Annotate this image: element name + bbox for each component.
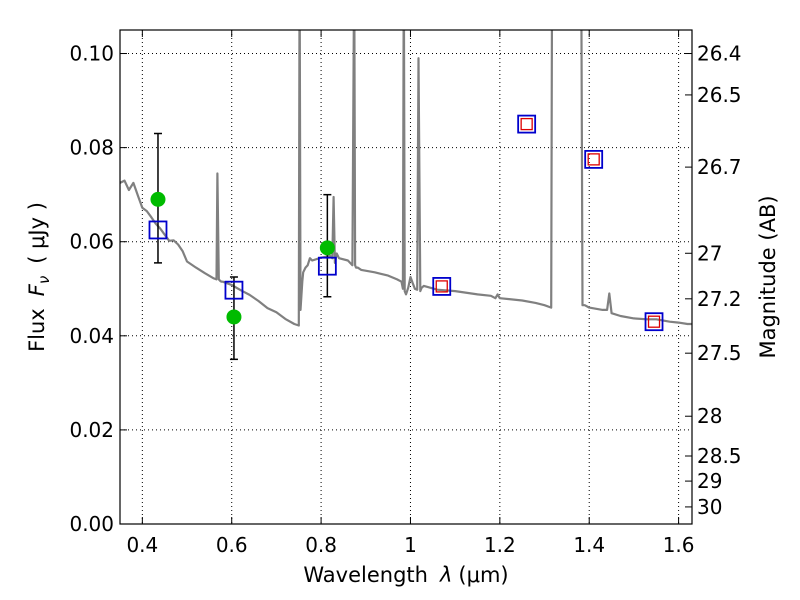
observed-point <box>150 191 166 207</box>
x-axis-label-symbol: λ <box>439 563 452 587</box>
y2-tick-label: 27 <box>697 241 722 265</box>
y-axis-label: Flux Fν ( μJy ) <box>25 202 53 352</box>
x-tick-label: 0.6 <box>216 533 248 557</box>
sed-model-line <box>120 30 692 327</box>
y2-tick-label: 29 <box>697 469 722 493</box>
y-tick-label: 0.00 <box>69 512 114 536</box>
y2-tick-label: 26.5 <box>697 83 742 107</box>
ticks: 0.4 0.6 0.8 1 1.2 1.4 1.6 0.00 0.02 0.04 0.06 0.08 0… <box>69 30 742 557</box>
y2-tick-label: 26.7 <box>697 155 742 179</box>
y2-tick-label: 28.5 <box>697 444 742 468</box>
y2-tick-label: 28 <box>697 404 722 428</box>
y-axis-label-symbol: F <box>25 283 49 296</box>
y-axis-label-prefix: Flux <box>25 308 49 352</box>
model-flux-square-red <box>647 315 661 328</box>
x-tick-label: 0.8 <box>305 533 337 557</box>
y-tick-label: 0.04 <box>69 324 114 348</box>
x-tick-label: 1 <box>404 533 417 557</box>
model-flux-square-blue <box>148 220 168 240</box>
model-flux-square-red <box>435 280 448 293</box>
observed-point <box>226 309 242 325</box>
model-flux-square-blue <box>317 256 337 276</box>
y-tick-label: 0.02 <box>69 418 114 442</box>
x-tick-label: 1.2 <box>484 533 516 557</box>
model-flux-square-blue <box>584 149 604 169</box>
y2-tick-label: 27.2 <box>697 287 742 311</box>
y2-axis-label: Magnitude (AB) <box>756 195 780 358</box>
x-axis-label: Wavelength λ (μm) <box>303 563 508 587</box>
y-axis-label-unit: ( μJy ) <box>25 202 49 264</box>
y2-tick-label: 26.4 <box>697 42 742 66</box>
model-flux-square-red <box>587 153 600 166</box>
model-flux-square-blue <box>432 277 452 296</box>
model-flux-square-blue <box>224 280 244 300</box>
x-tick-label: 1.6 <box>663 533 695 557</box>
plot-frame <box>119 29 693 525</box>
model-flux-square-blue <box>517 114 537 134</box>
plot-background <box>120 30 692 524</box>
y-tick-label: 0.08 <box>69 136 114 160</box>
y-tick-label: 0.06 <box>69 230 114 254</box>
observed-point <box>319 240 335 256</box>
y2-tick-label: 27.5 <box>697 341 742 365</box>
y-tick-label: 0.10 <box>69 42 114 66</box>
y2-tick-label: 30 <box>697 495 722 519</box>
y-axis-label-subscript: ν <box>35 276 53 284</box>
x-axis-label-prefix: Wavelength <box>303 563 428 587</box>
model-flux-square-blue <box>644 312 664 332</box>
x-tick-label: 0.4 <box>126 533 158 557</box>
x-axis-label-unit: (μm) <box>458 563 508 587</box>
x-tick-label: 1.4 <box>573 533 605 557</box>
plot-area <box>120 30 692 361</box>
model-flux-square-red <box>520 117 533 131</box>
